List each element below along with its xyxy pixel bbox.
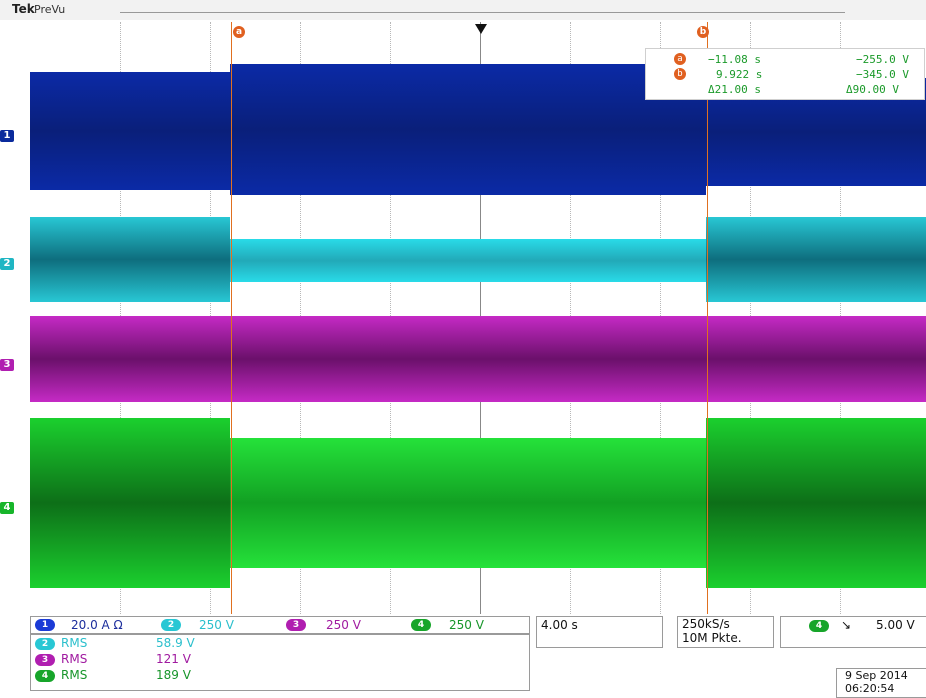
datetime-box: 9 Sep 2014 06:20:54 [836, 668, 926, 698]
measurement-box: 2 RMS 58.9 V 3 RMS 121 V 4 RMS 189 V [30, 634, 530, 691]
ch1-trace [30, 72, 230, 190]
ch2-scale: 250 V [199, 618, 234, 632]
meas-ch2-label: RMS [61, 636, 88, 650]
ch4-scale: 250 V [449, 618, 484, 632]
ch3-scale: 250 V [326, 618, 361, 632]
cursor-b-value: −345.0 V [856, 68, 909, 81]
ch2-trace [706, 217, 926, 302]
cursor-a-time: −11.08 s [708, 53, 761, 66]
ch2-trace [30, 217, 230, 302]
trigger-ch-chip: 4 [809, 620, 829, 632]
time: 06:20:54 [845, 682, 895, 695]
meas-ch3-chip: 3 [35, 654, 55, 666]
meas-ch3-value: 121 V [156, 652, 191, 666]
cursor-b-badge: b [674, 68, 686, 80]
top-bar: Tek PreVu [0, 0, 926, 20]
cursor-b-marker[interactable]: b [697, 26, 709, 38]
ch3-trace [30, 316, 926, 402]
ch3-chip[interactable]: 3 [286, 619, 306, 631]
timebase-box[interactable]: 4.00 s [536, 616, 663, 648]
meas-ch4-chip: 4 [35, 670, 55, 682]
cursor-b-line[interactable] [707, 22, 708, 614]
channel-scale-bar: 1 20.0 A Ω 2 250 V 3 250 V 4 250 V [30, 616, 530, 634]
ch2-chip[interactable]: 2 [161, 619, 181, 631]
date: 9 Sep 2014 [845, 669, 908, 682]
cursor-a-marker[interactable]: a [233, 26, 245, 38]
cursor-a-line[interactable] [231, 22, 232, 614]
ch1-scale: 20.0 A Ω [71, 618, 123, 632]
record-length: 10M Pkte. [682, 631, 742, 645]
ch1-chip[interactable]: 1 [35, 619, 55, 631]
meas-ch2-chip: 2 [35, 638, 55, 650]
record-overview[interactable] [120, 12, 845, 20]
ch3-ground-marker[interactable]: 3 [0, 359, 14, 371]
ch1-ground-marker[interactable]: 1 [0, 130, 14, 142]
ch4-trace [30, 418, 230, 588]
meas-ch3-label: RMS [61, 652, 88, 666]
cursor-b-time: 9.922 s [716, 68, 763, 81]
cursor-a-value: −255.0 V [856, 53, 909, 66]
ch4-chip[interactable]: 4 [411, 619, 431, 631]
timebase-value: 4.00 s [541, 618, 578, 632]
ch4-ground-marker[interactable]: 4 [0, 502, 14, 514]
cursor-delta-time: Δ21.00 s [708, 83, 761, 96]
cursor-readout: a −11.08 s −255.0 V b 9.922 s −345.0 V Δ… [645, 48, 925, 100]
trigger-box[interactable]: 4 ↘ 5.00 V [780, 616, 926, 648]
acquisition-box[interactable]: 250kS/s 10M Pkte. [677, 616, 774, 648]
ch4-trace [706, 418, 926, 588]
trigger-position-icon[interactable] [475, 24, 487, 34]
meas-ch4-label: RMS [61, 668, 88, 682]
status-panel: 1 20.0 A Ω 2 250 V 3 250 V 4 250 V 2 RMS… [0, 614, 926, 698]
ch4-trace [230, 438, 706, 568]
sample-rate: 250kS/s [682, 617, 730, 631]
waveform-display[interactable]: a b [30, 22, 926, 614]
cursor-delta-value: Δ90.00 V [846, 83, 899, 96]
trigger-slope-icon: ↘ [841, 618, 852, 632]
ch2-ground-marker[interactable]: 2 [0, 258, 14, 270]
meas-ch4-value: 189 V [156, 668, 191, 682]
brand-logo: Tek [12, 2, 35, 16]
ch1-trace [230, 64, 706, 195]
ch2-trace [230, 239, 706, 282]
acquisition-mode: PreVu [34, 3, 66, 16]
trigger-level: 5.00 V [876, 618, 915, 632]
cursor-a-badge: a [674, 53, 686, 65]
meas-ch2-value: 58.9 V [156, 636, 195, 650]
